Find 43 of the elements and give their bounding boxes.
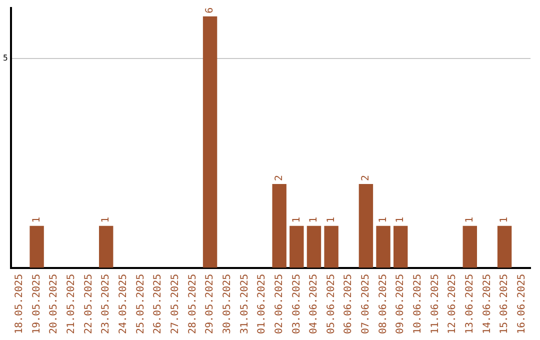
x-tick-label: 02.06.2025 [274, 274, 285, 334]
data-label: 1 [31, 216, 42, 223]
x-tick-label: 19.05.2025 [31, 274, 42, 334]
x-tick-label: 15.06.2025 [499, 274, 510, 334]
x-tick-label: 01.06.2025 [256, 274, 268, 334]
data-label: 1 [464, 216, 476, 223]
data-label: 2 [360, 174, 372, 181]
data-label: 1 [378, 216, 389, 223]
x-tick-label: 03.06.2025 [291, 274, 302, 334]
x-tick-label: 27.05.2025 [170, 274, 181, 334]
data-label: 6 [204, 7, 216, 14]
x-tick-label: 07.06.2025 [360, 274, 372, 334]
x-tick-label: 24.05.2025 [118, 274, 130, 334]
x-tick-label: 23.05.2025 [100, 274, 112, 334]
x-tick-label: 09.06.2025 [395, 274, 406, 334]
data-label: 1 [291, 216, 302, 223]
x-tick-label: 06.06.2025 [343, 274, 354, 334]
x-tick-label: 13.06.2025 [464, 274, 476, 334]
x-tick-label: 05.06.2025 [326, 274, 337, 334]
x-tick-label: 20.05.2025 [48, 274, 60, 334]
x-tick-label: 16.06.2025 [516, 274, 528, 334]
x-tick-label: 21.05.2025 [66, 274, 78, 334]
data-label: 1 [100, 216, 112, 223]
data-label: 2 [274, 174, 285, 181]
x-tick-label: 04.06.2025 [308, 274, 320, 334]
x-tick-label: 22.05.2025 [83, 274, 94, 334]
x-tick-label: 08.06.2025 [378, 274, 389, 334]
x-tick-label: 18.05.2025 [14, 274, 26, 334]
data-label: 1 [395, 216, 406, 223]
data-label: 1 [326, 216, 337, 223]
data-label: 1 [499, 216, 510, 223]
x-tick-label: 10.06.2025 [412, 274, 424, 334]
data-label: 1 [308, 216, 320, 223]
x-tick-label: 14.06.2025 [482, 274, 493, 334]
x-tick-label: 26.05.2025 [152, 274, 164, 334]
x-tick-label: 25.05.2025 [135, 274, 146, 334]
x-tick-label: 29.05.2025 [204, 274, 216, 334]
x-tick-label: 11.06.2025 [430, 274, 441, 334]
x-tick-label: 31.05.2025 [239, 274, 250, 334]
x-tick-label: 30.05.2025 [222, 274, 233, 334]
x-tick-label: 12.06.2025 [447, 274, 458, 334]
x-tick-label: 28.05.2025 [187, 274, 198, 334]
y-tick-label: 5 [2, 53, 8, 62]
